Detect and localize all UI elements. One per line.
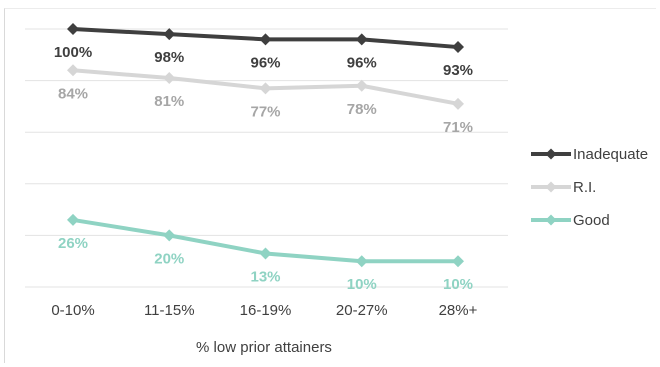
data-label: 10% xyxy=(443,276,473,293)
series-lines xyxy=(67,23,464,268)
legend-marker xyxy=(545,181,557,193)
data-label: 26% xyxy=(58,235,88,252)
data-point-marker xyxy=(67,23,79,35)
gridlines xyxy=(25,28,508,288)
data-label: 96% xyxy=(347,54,377,71)
data-label: 77% xyxy=(250,103,280,120)
data-label: 81% xyxy=(154,93,184,110)
legend: Inadequate R.I. Good xyxy=(531,146,648,229)
data-label: 71% xyxy=(443,119,473,136)
data-point-marker xyxy=(163,229,176,242)
legend-item: Inadequate xyxy=(531,146,648,163)
legend-marker xyxy=(545,214,557,226)
legend-item: Good xyxy=(531,212,610,229)
data-label: 20% xyxy=(154,250,184,267)
data-point-marker xyxy=(259,82,272,95)
data-point-marker xyxy=(355,79,368,92)
data-point-marker xyxy=(452,255,464,268)
data-labels: 100% 98% 96% 96% 93% 84% 81% 77% 78% 71% 26% 20% 13%… xyxy=(54,44,473,293)
data-label: 100% xyxy=(54,44,92,61)
x-tick-label: 0-10% xyxy=(51,302,94,319)
data-point-marker xyxy=(259,33,272,46)
legend-item: R.I. xyxy=(531,179,596,196)
data-point-marker xyxy=(163,72,176,85)
x-tick-label: 16-19% xyxy=(240,302,292,319)
x-axis-label: % low prior attainers xyxy=(196,339,332,356)
data-point-marker xyxy=(452,41,464,54)
data-label: 84% xyxy=(58,85,88,102)
legend-label: Inadequate xyxy=(573,146,648,163)
data-label: 10% xyxy=(347,276,377,293)
data-label: 78% xyxy=(347,101,377,118)
data-point-marker xyxy=(355,33,368,46)
legend-label: Good xyxy=(573,212,610,229)
legend-marker xyxy=(545,148,557,160)
data-label: 96% xyxy=(250,54,280,71)
data-point-marker xyxy=(452,97,464,110)
x-axis-ticks: 0-10% 11-15% 16-19% 20-27% 28%+ xyxy=(51,302,477,319)
data-point-marker xyxy=(67,64,79,77)
data-label: 13% xyxy=(250,268,280,285)
data-point-marker xyxy=(163,28,176,41)
x-tick-label: 20-27% xyxy=(336,302,388,319)
chart-frame xyxy=(4,8,656,363)
data-point-marker xyxy=(259,247,272,260)
data-label: 93% xyxy=(443,62,473,79)
data-point-marker xyxy=(355,255,368,268)
data-label: 98% xyxy=(154,49,184,66)
x-tick-label: 28%+ xyxy=(439,302,478,319)
x-tick-label: 11-15% xyxy=(144,302,195,319)
data-point-marker xyxy=(67,213,79,226)
legend-label: R.I. xyxy=(573,179,596,196)
